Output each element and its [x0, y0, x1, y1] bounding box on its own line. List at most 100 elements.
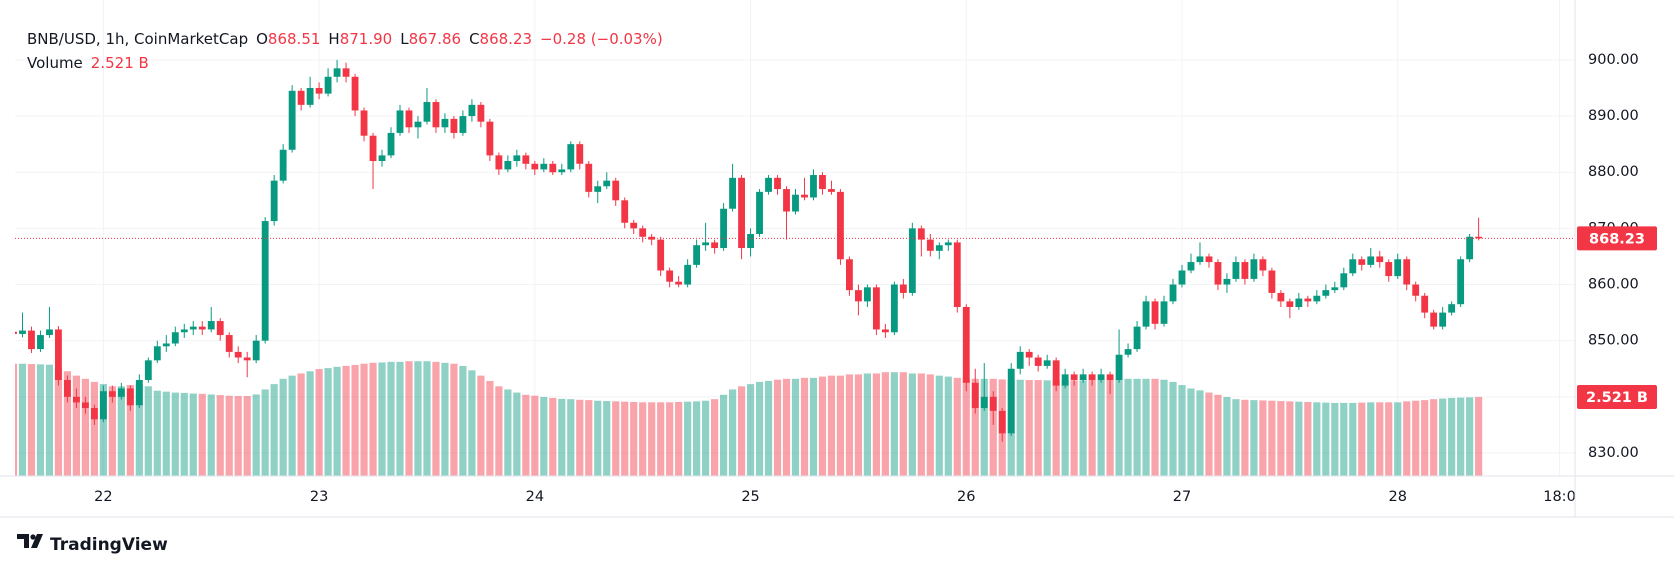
candle-body — [279, 149, 287, 181]
ohlc-row: BNB/USD, 1h, CoinMarketCap O868.51 H871.90… — [27, 27, 663, 51]
candle-body — [405, 110, 413, 128]
candle-body — [1385, 262, 1393, 277]
volume-bar — [63, 371, 72, 476]
candle-body — [108, 391, 116, 397]
volume-bar — [899, 372, 907, 476]
volume-bar — [1268, 400, 1276, 476]
candle-body — [1295, 298, 1303, 307]
ohlc-value: 871.90 — [339, 30, 393, 48]
volume-bar — [1439, 398, 1447, 476]
volume-bar — [117, 386, 125, 476]
volume-bar — [342, 365, 350, 476]
candle-body — [774, 177, 781, 190]
symbol: BNB/USD, 1h, CoinMarketCap — [27, 30, 249, 48]
volume-bar — [845, 374, 854, 476]
volume-bar — [468, 370, 476, 476]
candle-body — [180, 329, 188, 333]
volume-bar — [378, 362, 386, 476]
ohlc-key: L — [400, 30, 409, 48]
volume-bar — [333, 366, 341, 476]
watermark: TradingView — [50, 535, 168, 555]
candle-body — [1259, 259, 1267, 271]
volume-bar — [836, 375, 845, 476]
volume-bar — [1448, 397, 1456, 476]
candle-body — [486, 121, 494, 156]
change: −0.28 (−0.03%) — [540, 30, 663, 48]
candle-body — [1205, 256, 1213, 263]
candle-body — [819, 175, 826, 190]
volume-bar — [558, 398, 566, 476]
volume-bar — [953, 377, 961, 476]
candle-body — [693, 245, 701, 265]
x-tick-label: 25 — [741, 489, 759, 505]
candle-body — [962, 306, 970, 383]
candle-body — [369, 135, 377, 161]
volume-bar — [126, 385, 134, 476]
volume-bar — [1421, 400, 1429, 476]
volume-bar — [612, 401, 620, 476]
volume-bar — [477, 375, 485, 476]
candle-body — [1034, 357, 1042, 366]
volume-bar — [1295, 401, 1303, 476]
volume-bar — [288, 375, 296, 476]
candle-body — [828, 189, 835, 192]
candle-body — [1214, 262, 1222, 285]
candle-body — [1475, 236, 1483, 239]
candle-body — [1313, 295, 1321, 302]
volume-bar — [1088, 380, 1096, 476]
candle-body — [270, 180, 278, 222]
tradingview-logo — [17, 534, 43, 548]
x-tick-label: 28 — [1388, 489, 1406, 505]
candle-body — [387, 132, 395, 156]
volume-bar — [396, 361, 404, 476]
candle-body — [756, 191, 763, 234]
volume-bar — [1106, 379, 1114, 476]
candle-body — [1403, 259, 1411, 285]
candle-body — [846, 259, 853, 291]
candle-body — [1331, 287, 1339, 291]
candle-body — [1160, 301, 1168, 324]
candle-body — [378, 155, 386, 161]
candle-body — [19, 330, 26, 334]
candle-body — [639, 228, 647, 237]
candle-body — [684, 264, 692, 285]
candle-body — [64, 379, 71, 397]
ohlc-value: 867.86 — [408, 30, 462, 48]
candle-body — [72, 396, 80, 403]
volume-bar — [800, 377, 809, 476]
candle-body — [1367, 256, 1375, 265]
volume-bar — [1079, 380, 1087, 476]
volume-bar — [890, 372, 898, 476]
volume-bar — [225, 395, 233, 476]
price-badge — [1577, 226, 1657, 251]
candle-body — [594, 186, 602, 192]
candle-body — [971, 382, 979, 409]
volume-bar — [737, 386, 746, 476]
candle-body — [1142, 301, 1150, 327]
candle-body — [1466, 236, 1474, 260]
candle-body — [944, 242, 952, 246]
volume-bar — [863, 373, 871, 476]
volume-bar — [1340, 402, 1348, 476]
candle-body — [612, 180, 620, 201]
candle-body — [1151, 301, 1159, 324]
volume-bar — [324, 368, 332, 476]
candle-body — [720, 208, 728, 249]
volume-bar — [666, 402, 674, 476]
volume-bar — [135, 384, 143, 476]
volume-name: Volume — [27, 54, 83, 72]
candle-body — [135, 379, 143, 406]
volume-bar — [1403, 401, 1411, 476]
volume-bar — [1016, 379, 1024, 476]
candle-body — [1277, 292, 1285, 302]
x-tick-label: 24 — [526, 489, 544, 505]
candle-body — [998, 410, 1006, 434]
volume-bar — [36, 364, 45, 476]
ohlc-value: 868.51 — [267, 30, 321, 48]
volume-bar — [207, 394, 215, 476]
candle-body — [863, 287, 871, 302]
volume-bar — [171, 392, 179, 476]
volume-bar — [639, 402, 647, 476]
candle-body — [531, 163, 539, 170]
candle-body — [450, 118, 458, 133]
